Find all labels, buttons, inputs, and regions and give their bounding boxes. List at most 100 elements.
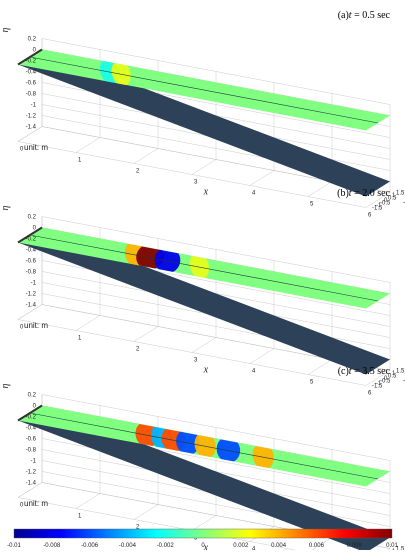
x-tick-label: 2 — [136, 169, 140, 175]
x-tick-label: 0 — [20, 503, 24, 509]
y-tick-label: -1.5 — [372, 206, 383, 212]
z-tick-label: -1 — [31, 103, 37, 109]
panel-title: (b)t = 2.0 sec — [337, 188, 390, 199]
centerline — [29, 234, 379, 302]
x-tick-label: 6 — [368, 213, 372, 219]
unit-label: unit: m — [24, 143, 48, 152]
colorbar-tick-label: -0.006 — [81, 543, 99, 549]
x-tick-label: 1 — [78, 158, 82, 164]
wave-field — [135, 421, 274, 470]
y-tick-label: 0.5 — [388, 374, 397, 380]
colorbar-ticks: -0.01 -0.008 -0.006 -0.004 -0.002 0 0.002 0.004… — [7, 543, 398, 549]
z-tick-label: -0.6 — [26, 259, 37, 265]
y-tick-label: 1.5 — [396, 191, 405, 197]
seabed-slope — [18, 227, 390, 375]
y-tick-label: 1.5 — [396, 369, 405, 375]
wave-crest — [216, 436, 241, 463]
shoreline-edge — [17, 48, 43, 66]
y-tick-label: 1 — [392, 371, 396, 377]
seabed-slope — [18, 405, 390, 553]
y-axis-label: y — [403, 193, 405, 204]
x-tick-label: 0 — [20, 147, 24, 153]
colorbar-gradient — [13, 528, 393, 539]
z-tick-label: -0.4 — [26, 248, 37, 254]
x-tick-label: 0 — [20, 325, 24, 331]
colorbar-tick-label: -0.004 — [119, 543, 137, 549]
centerline — [29, 56, 379, 124]
x-tick-label: 3 — [194, 358, 198, 364]
z-tick-label: -0.8 — [26, 270, 37, 276]
x-tick-label: 1 — [78, 336, 82, 342]
y-tick-label: -0.5 — [380, 379, 391, 385]
wave-crest — [194, 432, 216, 459]
wave-crest — [252, 443, 274, 470]
x-tick-label: 4 — [252, 369, 256, 375]
z-tick-label: -0.2 — [26, 59, 37, 65]
z-tick-label: -1.2 — [26, 114, 37, 120]
colorbar-tick-label: -0.008 — [43, 543, 61, 549]
colorbar-tick-label: 0.008 — [347, 543, 363, 549]
panel-a: 0.2 0 -0.2 -0.4 -0.6 -0.8 -1 -1.2 -1.4 η 0 1 2 3 4 5 6 x 1… — [0, 10, 405, 219]
x-tick-label: 2 — [136, 347, 140, 353]
wave-crest — [176, 429, 200, 455]
z-tick-label: -0.8 — [26, 92, 37, 98]
x-tick-label: 1 — [78, 514, 82, 520]
x-axis-label: x — [203, 365, 209, 376]
x-axis-label: x — [203, 187, 209, 198]
y-tick-label: -0.5 — [380, 201, 391, 207]
x-tick-label: 5 — [310, 202, 314, 208]
y-tick-label: 0 — [384, 376, 388, 382]
x-tick-label: 3 — [194, 180, 198, 186]
shoreline-edge — [17, 226, 43, 244]
z-tick-label: 0 — [33, 48, 37, 54]
wave-crest — [189, 253, 210, 279]
z-tick-label: -0.2 — [26, 237, 37, 243]
z-tick-label: -0.6 — [26, 437, 37, 443]
z-tick-label: 0.2 — [28, 37, 37, 43]
z-tick-label: -1.4 — [26, 481, 37, 487]
y-tick-label: -1.5 — [372, 384, 383, 390]
y-tick-label: -1 — [376, 381, 382, 387]
x-tick-label: 4 — [252, 191, 256, 197]
colorbar-tick-label: 0.004 — [271, 543, 287, 549]
wave-crest — [154, 247, 181, 274]
y-tick-label: -1 — [376, 203, 382, 209]
z-tick-label: -1.4 — [26, 303, 37, 309]
z-tick-label: -0.2 — [26, 415, 37, 421]
panel-title: (c)t = 3.5 sec — [338, 366, 391, 377]
colorbar-tick-label: -0.002 — [157, 543, 175, 549]
y-tick-label: 0.5 — [388, 196, 397, 202]
z-tick-label: -0.4 — [26, 70, 37, 76]
shoreline-edge — [17, 404, 43, 422]
z-tick-label: 0 — [33, 226, 37, 232]
colorbar-tick-label: 0.002 — [233, 543, 249, 549]
z-tick-label: -1.4 — [26, 125, 37, 131]
y-tick-label: 0 — [384, 198, 388, 204]
z-tick-label: -0.8 — [26, 448, 37, 454]
z-tick-label: -0.6 — [26, 81, 37, 87]
wave-crest — [111, 60, 131, 86]
x-axis-label: x — [203, 543, 209, 550]
colorbar: -0.01 -0.008 -0.006 -0.004 -0.002 0 0.002 0.004… — [7, 528, 398, 549]
seabed-slope — [18, 49, 390, 197]
x-tick-label: 3 — [194, 536, 198, 542]
unit-label: unit: m — [24, 321, 48, 330]
z-tick-label: -1.2 — [26, 292, 37, 298]
colorbar-tick-label: 0.01 — [386, 543, 398, 549]
z-axis-label: η — [0, 383, 11, 388]
z-tick-label: 0 — [33, 404, 37, 410]
centerline — [29, 412, 379, 480]
panel-c: 0.20-0.2-0.4-0.6-0.8-1-1.2-1.4η0123456x1… — [0, 366, 405, 555]
z-tick-label: -0.4 — [26, 426, 37, 432]
z-axis-label: η — [0, 27, 11, 32]
colorbar-tick-label: 0 — [201, 543, 205, 549]
panel-title: (a)t = 0.5 sec — [338, 10, 391, 21]
z-tick-label: -1 — [31, 281, 37, 287]
x-tick-label: 4 — [252, 547, 256, 551]
z-tick-label: -1.2 — [26, 470, 37, 476]
unit-label: unit: m — [24, 499, 48, 508]
colorbar-tick-label: 0.006 — [309, 543, 325, 549]
